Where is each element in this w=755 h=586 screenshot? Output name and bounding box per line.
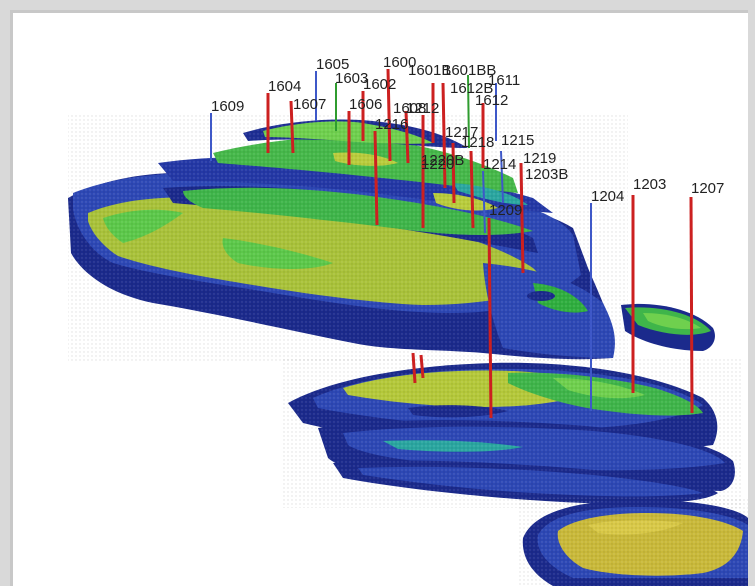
well-stick-1207 xyxy=(689,196,694,414)
well-label: 1220B xyxy=(421,152,464,169)
well-label: 1215 xyxy=(501,132,534,149)
well-label: 1605 xyxy=(316,56,349,73)
viewport-frame: 1605 1604 1607 1603 1602 1609 1606 1608 … xyxy=(10,10,748,586)
well-sticks xyxy=(210,68,694,419)
well-label: 1609 xyxy=(211,98,244,115)
well-label: 1600 xyxy=(383,54,416,71)
well-stick-1216 xyxy=(373,130,379,226)
well-stick-1214 xyxy=(482,170,486,234)
well-label: 1603 xyxy=(335,70,368,87)
well-stick-1600 xyxy=(386,68,392,162)
well-stick-1601BB xyxy=(467,74,470,149)
well-label: 1220 xyxy=(421,156,454,173)
well-label: 1203 xyxy=(633,176,666,193)
well-stick-1215 xyxy=(500,150,504,204)
well-label: 1216 xyxy=(375,116,408,133)
well-label: 1612 xyxy=(475,92,508,109)
well-label: 1214 xyxy=(483,156,516,173)
well-label: 1204 xyxy=(591,188,624,205)
well-stick-1219 xyxy=(519,162,525,274)
well-label: 1606 xyxy=(349,96,382,113)
well-label: 1219 xyxy=(523,150,556,167)
well-label: 1601B xyxy=(408,62,451,79)
3d-geological-scene[interactable]: 1605 1604 1607 1603 1602 1609 1606 1608 … xyxy=(13,13,748,586)
well-label: 1218 xyxy=(461,134,494,151)
well-label: 1601BB xyxy=(443,62,496,79)
well-stick-1218 xyxy=(469,150,475,229)
well-label: 1612B xyxy=(450,80,493,97)
well-label: 1217 xyxy=(445,124,478,141)
middle-surface-stack xyxy=(283,358,743,508)
well-labels: 1605 1604 1607 1603 1602 1609 1606 1608 … xyxy=(211,54,724,219)
well-label: 1602 xyxy=(363,76,396,93)
well-stick-1209 xyxy=(487,217,493,419)
well-label: 1207 xyxy=(691,180,724,197)
well-stick-1608 xyxy=(404,110,410,164)
well-label: 1212 xyxy=(406,100,439,117)
bottom-yellow-dish xyxy=(518,498,748,586)
well-label: 1607 xyxy=(293,96,326,113)
well-label: 1611 xyxy=(488,72,520,89)
well-stick-1607 xyxy=(289,100,295,154)
well-label: 1604 xyxy=(268,78,301,95)
right-floating-slab xyxy=(621,303,715,351)
well-label: 1209 xyxy=(489,202,522,219)
well-stick-1217 xyxy=(451,142,456,204)
well-label: 1608 xyxy=(393,100,426,117)
well-label: 1203B xyxy=(525,166,568,183)
well-stick-1612B xyxy=(441,82,447,189)
